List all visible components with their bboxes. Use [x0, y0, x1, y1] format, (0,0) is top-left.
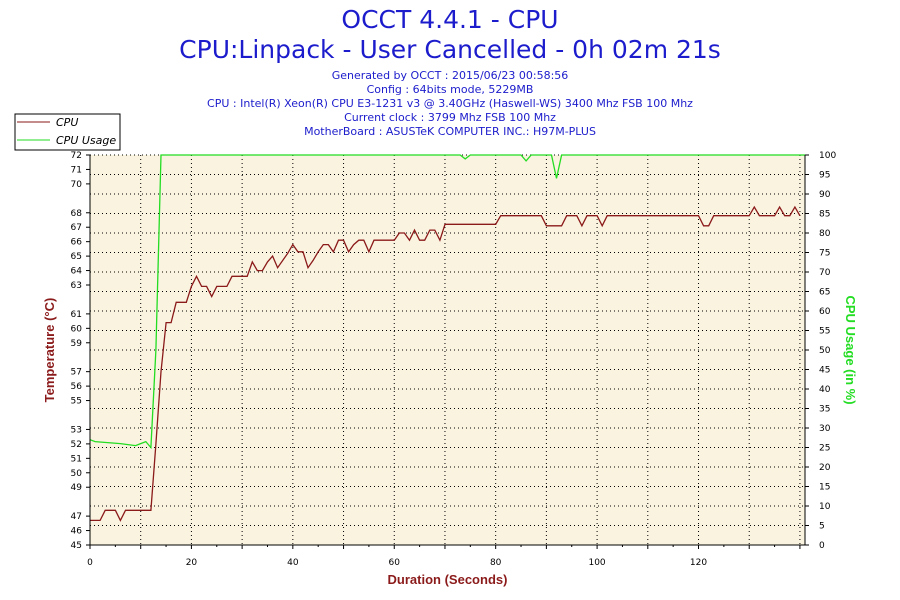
y-tick-label-right: 0 — [819, 541, 825, 551]
y-tick-label-left: 49 — [71, 483, 83, 493]
x-tick-label: 100 — [588, 558, 605, 568]
y-tick-label-right: 100 — [819, 151, 836, 161]
y-axis-label-right: CPU Usage (in %) — [843, 295, 858, 404]
series-line-cpu-temperature — [90, 205, 801, 522]
y-tick-label-left: 53 — [71, 425, 82, 435]
y-tick-label-right: 85 — [819, 210, 830, 220]
generated-info: Generated by OCCT : 2015/06/23 00:58:56 — [331, 69, 569, 82]
plot-area — [90, 155, 805, 545]
y-tick-label-left: 52 — [71, 440, 82, 450]
legend-label-cpu: CPU — [56, 116, 78, 129]
y-tick-label-right: 45 — [819, 366, 830, 376]
y-tick-label-right: 5 — [819, 522, 825, 532]
y-tick-label-right: 90 — [819, 190, 831, 200]
clock-info: Current clock : 3799 Mhz FSB 100 Mhz — [344, 111, 556, 124]
y-tick-label-right: 25 — [819, 444, 830, 454]
y-tick-label-right: 10 — [819, 502, 831, 512]
y-tick-label-left: 64 — [71, 267, 83, 277]
chart-title: OCCT 4.4.1 - CPU — [341, 5, 559, 34]
y-tick-label-left: 47 — [71, 512, 82, 522]
y-tick-label-left: 51 — [71, 454, 82, 464]
x-tick-label: 0 — [87, 558, 93, 568]
axes-layer: 4546474950515253555657596061636465666768… — [71, 151, 837, 568]
y-tick-label-right: 65 — [819, 288, 830, 298]
y-tick-label-right: 75 — [819, 249, 830, 259]
y-tick-label-right: 15 — [819, 483, 830, 493]
cpu-info: CPU : Intel(R) Xeon(R) CPU E3-1231 v3 @ … — [207, 97, 693, 110]
legend-label-cpu-usage: CPU Usage — [56, 134, 116, 147]
y-tick-label-left: 56 — [71, 382, 83, 392]
y-tick-label-left: 72 — [71, 151, 82, 161]
series-layer — [89, 154, 805, 522]
y-tick-label-right: 20 — [819, 463, 831, 473]
y-tick-label-left: 59 — [71, 339, 83, 349]
y-tick-label-left: 45 — [71, 541, 82, 551]
y-tick-label-left: 68 — [71, 209, 83, 219]
legend-box — [14, 113, 121, 151]
y-tick-label-left: 61 — [71, 310, 82, 320]
x-tick-label: 80 — [490, 558, 502, 568]
x-axis-label: Duration (Seconds) — [388, 572, 508, 587]
y-tick-label-right: 50 — [819, 346, 831, 356]
y-tick-label-left: 63 — [71, 281, 82, 291]
y-tick-label-right: 70 — [819, 268, 831, 278]
y-tick-label-right: 80 — [819, 229, 831, 239]
y-tick-label-left: 46 — [71, 527, 83, 537]
y-tick-label-left: 67 — [71, 223, 82, 233]
config-info: Config : 64bits mode, 5229MB — [366, 83, 534, 96]
chart-subtitle: CPU:Linpack - User Cancelled - 0h 02m 21… — [179, 35, 721, 64]
y-tick-label-right: 40 — [819, 385, 831, 395]
grid-lines — [90, 154, 805, 546]
series-line-cpu-usage — [89, 154, 805, 450]
x-tick-label: 40 — [287, 558, 299, 568]
legend: CPU CPU Usage — [14, 113, 121, 151]
y-tick-label-right: 30 — [819, 424, 831, 434]
y-tick-label-right: 60 — [819, 307, 831, 317]
x-tick-label: 60 — [389, 558, 401, 568]
y-tick-label-right: 35 — [819, 405, 830, 415]
y-tick-label-left: 57 — [71, 368, 82, 378]
y-tick-label-left: 66 — [71, 238, 83, 248]
y-tick-label-left: 50 — [71, 469, 83, 479]
y-tick-label-left: 60 — [71, 324, 83, 334]
x-tick-label: 20 — [186, 558, 198, 568]
y-tick-label-left: 65 — [71, 252, 82, 262]
y-tick-label-left: 55 — [71, 397, 82, 407]
y-tick-label-left: 70 — [71, 180, 83, 190]
y-tick-label-right: 55 — [819, 327, 830, 337]
x-tick-label: 120 — [690, 558, 707, 568]
y-axis-label-left: Temperature (°C) — [42, 298, 57, 403]
y-tick-label-left: 71 — [71, 165, 82, 175]
motherboard-info: MotherBoard : ASUSTeK COMPUTER INC.: H97… — [304, 125, 596, 138]
y-tick-label-right: 95 — [819, 171, 830, 181]
